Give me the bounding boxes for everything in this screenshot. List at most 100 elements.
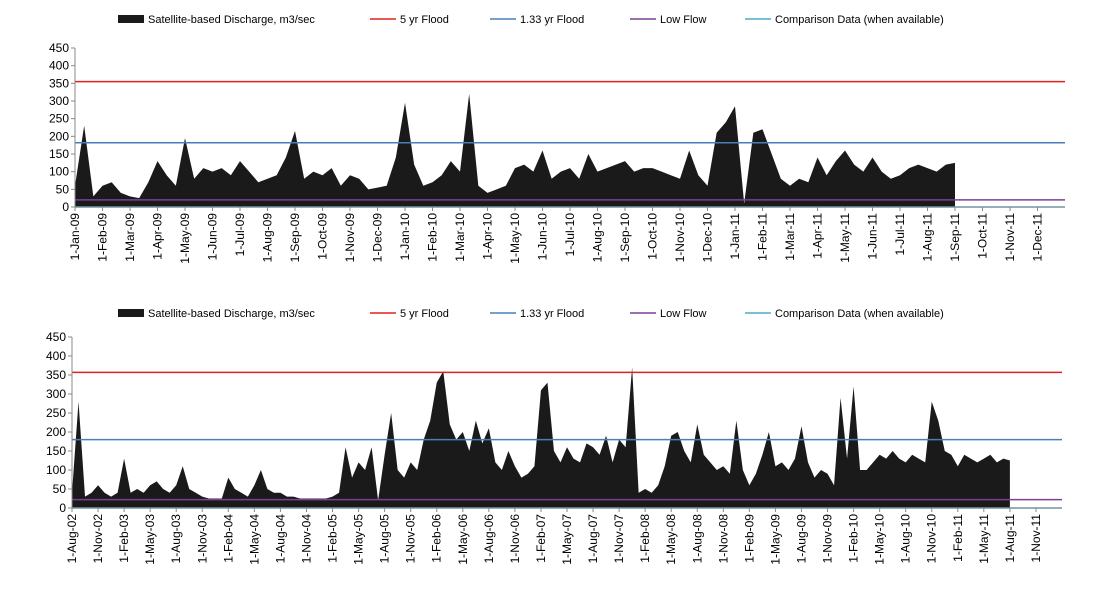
- x-tick-label: 1-May-04: [247, 514, 261, 565]
- x-tick-label: 1-May-06: [456, 514, 470, 565]
- x-tick-label: 1-Feb-11: [951, 514, 965, 562]
- x-tick-label: 1-Feb-05: [326, 514, 340, 563]
- x-tick-label: 1-Jan-11: [728, 213, 742, 260]
- x-tick-label: 1-Jun-09: [206, 213, 220, 261]
- x-tick-label: 1-Sep-09: [288, 213, 302, 263]
- x-tick-label: 1-May-09: [768, 514, 782, 565]
- legend-label: 5 yr Flood: [400, 308, 449, 320]
- x-tick-label: 1-May-03: [143, 514, 157, 565]
- x-tick-label: 1-Sep-11: [948, 213, 962, 262]
- x-tick-label: 1-Dec-11: [1031, 213, 1045, 262]
- x-tick-label: 1-Aug-11: [921, 213, 935, 262]
- x-tick-label: 1-Apr-10: [481, 213, 495, 260]
- x-tick-label: 1-Aug-02: [65, 514, 79, 564]
- x-tick-label: 1-Jun-11: [866, 213, 880, 260]
- y-tick-label: 200: [46, 425, 66, 439]
- x-tick-label: 1-Nov-10: [673, 213, 687, 263]
- x-tick-label: 1-May-07: [560, 514, 574, 565]
- legend-swatch: [118, 309, 144, 317]
- x-tick-label: 1-Nov-04: [299, 514, 313, 564]
- x-tick-label: 1-Feb-07: [534, 514, 548, 563]
- x-tick-label: 1-Aug-05: [378, 514, 392, 564]
- y-tick-label: 150: [49, 147, 69, 161]
- y-tick-label: 400: [49, 59, 69, 73]
- x-tick-label: 1-Nov-11: [1003, 213, 1017, 262]
- x-tick-label: 1-Feb-03: [117, 514, 131, 563]
- legend-label: Comparison Data (when available): [775, 14, 944, 26]
- x-tick-label: 1-Oct-11: [976, 213, 990, 259]
- y-tick-label: 300: [46, 387, 66, 401]
- x-tick-label: 1-Apr-11: [811, 213, 825, 259]
- legend-label: Satellite-based Discharge, m3/sec: [148, 14, 315, 26]
- x-tick-label: 1-Feb-09: [96, 213, 110, 262]
- x-tick-label: 1-Aug-03: [169, 514, 183, 564]
- y-tick-label: 0: [62, 200, 69, 214]
- legend-swatch: [118, 15, 144, 23]
- x-tick-label: 1-Nov-07: [612, 514, 626, 564]
- x-tick-label: 1-Aug-09: [794, 514, 808, 564]
- y-tick-label: 350: [49, 76, 69, 90]
- y-tick-label: 450: [49, 41, 69, 55]
- x-tick-label: 1-May-08: [664, 514, 678, 565]
- x-tick-label: 1-May-11: [977, 514, 991, 564]
- x-tick-label: 1-Nov-06: [508, 514, 522, 564]
- x-tick-label: 1-Mar-10: [453, 213, 467, 262]
- x-tick-label: 1-Mar-09: [123, 213, 137, 262]
- x-tick-label: 1-Aug-06: [482, 514, 496, 564]
- y-tick-label: 100: [49, 165, 69, 179]
- x-tick-label: 1-Feb-04: [221, 514, 235, 563]
- y-tick-label: 50: [56, 182, 70, 196]
- y-tick-label: 150: [46, 444, 66, 458]
- discharge-area: [75, 93, 955, 207]
- x-tick-label: 1-Mar-11: [783, 213, 797, 261]
- x-tick-label: 1-Oct-09: [316, 213, 330, 260]
- x-tick-label: 1-Aug-04: [273, 514, 287, 564]
- x-tick-label: 1-Oct-10: [646, 213, 660, 260]
- x-tick-label: 1-May-09: [178, 213, 192, 264]
- x-tick-label: 1-Nov-11: [1029, 514, 1043, 563]
- discharge-area: [72, 367, 1010, 508]
- y-tick-label: 450: [46, 330, 66, 344]
- x-tick-label: 1-Aug-09: [261, 213, 275, 263]
- x-tick-label: 1-Nov-03: [195, 514, 209, 564]
- x-tick-label: 1-May-10: [873, 514, 887, 565]
- x-tick-label: 1-Dec-10: [701, 213, 715, 263]
- x-tick-label: 1-Nov-09: [343, 213, 357, 263]
- y-tick-label: 200: [49, 129, 69, 143]
- x-tick-label: 1-May-10: [508, 213, 522, 264]
- legend-label: Comparison Data (when available): [775, 308, 944, 320]
- x-tick-label: 1-Jul-11: [893, 213, 907, 256]
- x-tick-label: 1-Aug-10: [899, 514, 913, 564]
- x-tick-label: 1-Jan-10: [398, 213, 412, 261]
- legend-label: 1.33 yr Flood: [520, 14, 584, 26]
- x-tick-label: 1-Aug-10: [591, 213, 605, 263]
- y-tick-label: 250: [49, 112, 69, 126]
- x-tick-label: 1-Jan-09: [68, 213, 82, 261]
- x-tick-label: 1-Jul-10: [563, 213, 577, 257]
- x-tick-label: 1-Jun-10: [536, 213, 550, 261]
- x-tick-label: 1-Nov-02: [91, 514, 105, 564]
- x-tick-label: 1-Feb-10: [847, 514, 861, 563]
- y-tick-label: 300: [49, 94, 69, 108]
- x-tick-label: 1-Nov-08: [716, 514, 730, 564]
- x-tick-label: 1-Feb-10: [426, 213, 440, 262]
- x-tick-label: 1-May-05: [352, 514, 366, 565]
- x-tick-label: 1-Nov-05: [404, 514, 418, 564]
- y-tick-label: 350: [46, 368, 66, 382]
- x-tick-label: 1-Aug-07: [586, 514, 600, 564]
- legend-label: Satellite-based Discharge, m3/sec: [148, 308, 315, 320]
- x-tick-label: 1-Apr-09: [151, 213, 165, 260]
- y-tick-label: 100: [46, 463, 66, 477]
- x-tick-label: 1-Feb-08: [638, 514, 652, 563]
- x-tick-label: 1-Feb-09: [742, 514, 756, 563]
- x-tick-label: 1-Feb-06: [430, 514, 444, 563]
- legend-label: 5 yr Flood: [400, 14, 449, 26]
- y-tick-label: 250: [46, 406, 66, 420]
- x-tick-label: 1-Aug-08: [690, 514, 704, 564]
- x-tick-label: 1-Sep-10: [618, 213, 632, 263]
- legend-label: Low Flow: [660, 14, 707, 26]
- y-tick-label: 50: [53, 482, 67, 496]
- x-tick-label: 1-Jul-09: [233, 213, 247, 257]
- x-tick-label: 1-Dec-09: [371, 213, 385, 263]
